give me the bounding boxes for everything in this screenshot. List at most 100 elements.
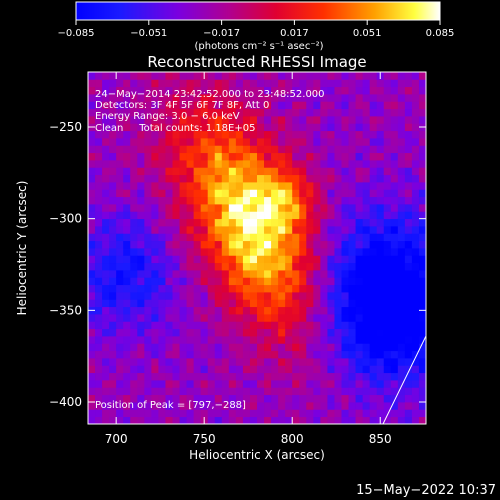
heatmap-cell (116, 321, 124, 330)
heatmap-cell (165, 262, 173, 271)
heatmap-cell (158, 255, 166, 264)
heatmap-cell (285, 182, 293, 190)
heatmap-cell (264, 130, 272, 139)
heatmap-cell (172, 409, 180, 418)
heatmap-cell (320, 108, 328, 117)
heatmap-cell (292, 108, 300, 117)
heatmap-cell (214, 123, 223, 132)
heatmap-cell (158, 387, 166, 396)
heatmap-cell (278, 350, 286, 359)
heatmap-cell (278, 123, 286, 132)
heatmap-cell (397, 189, 406, 198)
heatmap-cells (88, 72, 426, 424)
heatmap-cell (320, 306, 328, 315)
heatmap-cell (214, 138, 223, 146)
x-tick-label: 700 (105, 432, 128, 446)
heatmap-cell (292, 174, 300, 183)
heatmap-cell (158, 108, 166, 117)
heatmap-cell (299, 152, 307, 161)
heatmap-cell (130, 299, 138, 308)
heatmap-cell (172, 79, 180, 88)
heatmap-cell (137, 402, 145, 410)
heatmap-cell (418, 240, 426, 249)
heatmap-cell (271, 262, 279, 271)
heatmap-cell (130, 394, 138, 403)
heatmap-cell (207, 116, 216, 124)
heatmap-cell (271, 211, 279, 220)
heatmap-cell (348, 387, 356, 396)
heatmap-cell (179, 328, 187, 337)
heatmap-cell (278, 160, 286, 168)
heatmap-cell (249, 292, 258, 300)
heatmap-cell (418, 160, 426, 168)
heatmap-cell (369, 380, 378, 388)
heatmap-cell (242, 233, 251, 242)
heatmap-cell (411, 226, 420, 234)
heatmap-cell (102, 145, 110, 154)
heatmap-cell (221, 277, 230, 286)
heatmap-cell (418, 255, 426, 264)
heatmap-cell (137, 321, 145, 330)
heatmap-cell (207, 240, 216, 249)
colorbar-tick-label: −0.085 (57, 28, 94, 39)
heatmap-cell (165, 306, 173, 315)
heatmap-cell (306, 160, 314, 168)
heatmap-cell (137, 270, 145, 278)
heatmap-cell (151, 86, 159, 95)
heatmap-cell (130, 306, 138, 315)
heatmap-cell (348, 365, 356, 374)
heatmap-cell (390, 262, 399, 271)
heatmap-cell (271, 306, 279, 315)
heatmap-cell (264, 240, 272, 249)
heatmap-cell (130, 174, 138, 183)
heatmap-cell (299, 402, 307, 410)
heatmap-cell (249, 226, 258, 234)
heatmap-cell (306, 72, 314, 80)
heatmap-cell (397, 72, 406, 80)
heatmap-cell (144, 108, 152, 117)
heatmap-cell (383, 350, 392, 359)
heatmap-cell (404, 152, 413, 161)
heatmap-cell (249, 160, 258, 168)
heatmap-cell (404, 387, 413, 396)
heatmap-cell (264, 284, 272, 293)
heatmap-cell (165, 218, 173, 227)
heatmap-cell (285, 108, 293, 117)
heatmap-cell (299, 94, 307, 102)
heatmap-cell (257, 211, 265, 220)
heatmap-cell (200, 196, 209, 205)
heatmap-cell (369, 108, 378, 117)
heatmap-cell (88, 108, 96, 117)
heatmap-cell (355, 306, 364, 315)
heatmap-cell (235, 255, 244, 264)
heatmap-cell (102, 394, 110, 403)
heatmap-cell (404, 336, 413, 344)
heatmap-cell (299, 292, 307, 300)
heatmap-cell (228, 314, 237, 322)
heatmap-cell (158, 130, 166, 139)
heatmap-cell (383, 233, 392, 242)
heatmap-cell (193, 72, 202, 80)
heatmap-cell (186, 204, 195, 212)
heatmap-cell (144, 174, 152, 183)
heatmap-cell (341, 248, 349, 256)
heatmap-cell (355, 211, 364, 220)
heatmap-cell (137, 328, 145, 337)
heatmap-cell (88, 233, 96, 242)
heatmap-cell (235, 226, 244, 234)
heatmap-cell (278, 314, 286, 322)
heatmap-cell (228, 79, 237, 88)
heatmap-cell (292, 123, 300, 132)
heatmap-cell (158, 292, 166, 300)
heatmap-cell (334, 240, 342, 249)
heatmap-cell (341, 196, 349, 205)
heatmap-cell (334, 262, 342, 271)
heatmap-cell (271, 79, 279, 88)
heatmap-cell (172, 189, 180, 198)
heatmap-cell (320, 277, 328, 286)
heatmap-cell (242, 394, 251, 403)
heatmap-cell (299, 416, 307, 424)
heatmap-cell (313, 365, 321, 374)
heatmap-cell (109, 262, 117, 271)
heatmap-cell (278, 299, 286, 308)
